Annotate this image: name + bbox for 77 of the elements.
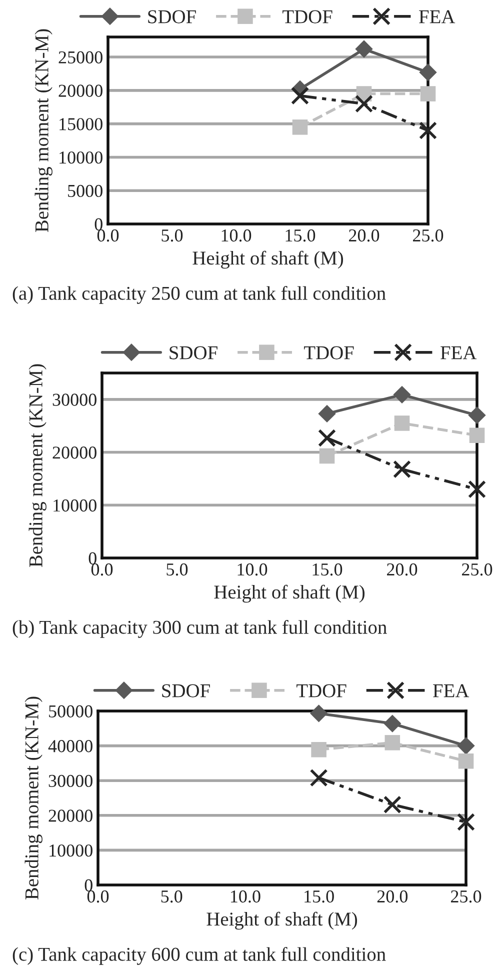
y-tick-label: 25000 (58, 51, 102, 64)
y-tick-label: 20000 (52, 446, 96, 459)
y-axis-title: Bending moment (KN-M) (24, 696, 42, 900)
point (419, 64, 437, 82)
point (354, 94, 374, 113)
x-tick-label: 0.0 (91, 563, 113, 576)
y-tick-label: 30000 (52, 394, 96, 406)
x-tick-label: 10.0 (238, 563, 268, 576)
point (311, 742, 326, 758)
legend-label: SDOF (162, 684, 210, 698)
y-tick-label: 20000 (58, 84, 102, 97)
x-tick-label: 25.0 (462, 563, 492, 576)
legend-label: FEA (433, 684, 470, 698)
point (418, 121, 438, 140)
point (383, 796, 402, 814)
x-tick-label: 10.0 (222, 229, 252, 242)
x-tick-label: 20.0 (377, 890, 408, 903)
point (393, 386, 411, 404)
point (318, 404, 336, 423)
point (458, 753, 474, 769)
y-tick-label: 0 (88, 552, 96, 564)
point (292, 120, 308, 135)
y-tick-label: 10000 (60, 151, 102, 164)
text: (c) Tank capacity 600 cum at tank full condition (12, 947, 386, 965)
point (392, 460, 412, 478)
point (384, 714, 402, 732)
x-tick-label: 5.0 (161, 890, 182, 903)
point (420, 86, 436, 102)
point (456, 812, 476, 832)
y-axis-title: Bending moment (KN-M) (34, 29, 52, 232)
legend-label: FEA (419, 10, 456, 24)
x-tick-label: 15.0 (312, 563, 342, 576)
point (290, 86, 310, 105)
point (468, 480, 486, 498)
point (394, 416, 410, 431)
y-tick-label: 0 (84, 879, 92, 892)
y-tick-label: 50000 (49, 705, 92, 718)
legend-label: SDOF (148, 10, 196, 24)
y-tick-label: 20000 (48, 810, 92, 822)
point (319, 448, 335, 464)
point (355, 40, 373, 58)
y-tick-label: 30000 (48, 774, 92, 788)
x-tick-label: 20.0 (348, 229, 380, 242)
x-tick-label: 0.0 (87, 890, 109, 903)
x-axis-title: Height of shaft (M) (206, 912, 358, 930)
x-tick-label: 25.0 (412, 229, 444, 242)
text: (a) Tank capacity 250 cum at tank full condition (12, 286, 386, 304)
legend-label: TDOF (304, 346, 354, 360)
x-tick-label: 15.0 (304, 890, 334, 903)
point (310, 768, 328, 787)
x-tick-label: 5.0 (166, 563, 188, 576)
x-tick-label: 0.0 (97, 229, 119, 242)
y-tick-label: 10000 (54, 499, 96, 512)
y-tick-label: 15000 (60, 118, 102, 130)
legend-label: SDOF (170, 346, 218, 360)
point (457, 736, 475, 755)
x-tick-label: 20.0 (386, 563, 418, 576)
x-axis-title: Height of shaft (M) (192, 250, 344, 269)
x-axis-title: Height of shaft (M) (214, 584, 365, 603)
legend-label: FEA (440, 346, 477, 360)
point (384, 735, 400, 750)
y-axis-title: Bending moment (KN-M) (28, 364, 46, 568)
x-tick-label: 5.0 (162, 229, 183, 242)
y-tick-label: 5000 (68, 184, 102, 198)
y-tick-label: 10000 (50, 844, 92, 857)
y-tick-label: 0 (94, 218, 102, 230)
legend-label: TDOF (282, 10, 332, 24)
x-tick-label: 15.0 (286, 229, 316, 242)
point (469, 428, 485, 444)
x-tick-label: 10.0 (230, 890, 260, 903)
y-tick-label: 40000 (48, 740, 92, 752)
point (310, 704, 328, 722)
text: (b) Tank capacity 300 cum at tank full condition (12, 620, 387, 638)
x-tick-label: 25.0 (450, 890, 482, 903)
legend-label: TDOF (296, 684, 346, 698)
point (318, 428, 336, 448)
point (468, 406, 486, 424)
